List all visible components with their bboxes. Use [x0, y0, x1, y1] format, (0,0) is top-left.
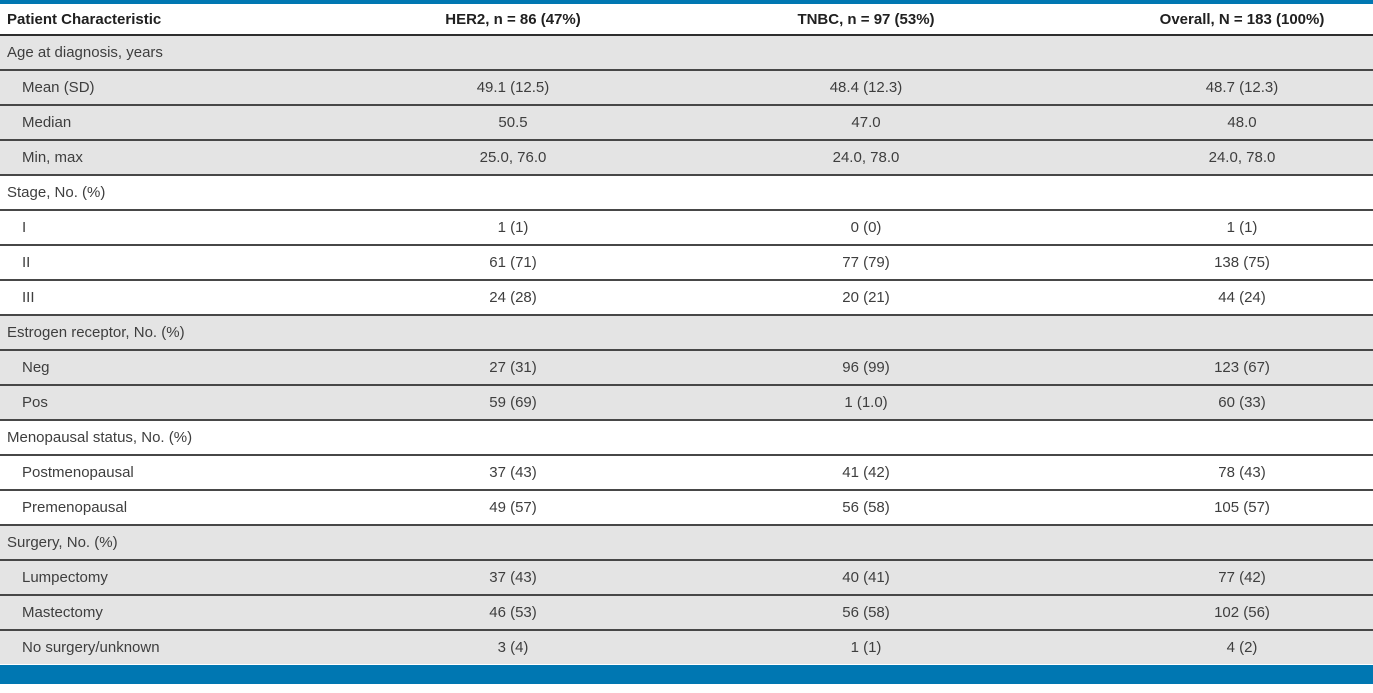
cell-tnbc: 77 (79): [842, 254, 890, 271]
table-row-no-surgery-unknown: No surgery/unknown 3 (4) 1 (1) 4 (2): [0, 630, 1373, 664]
cell-tnbc: 56 (58): [842, 499, 890, 516]
cell-overall: 77 (42): [1218, 569, 1266, 586]
cell-tnbc: 24.0, 78.0: [832, 149, 900, 166]
table-row-er-pos: Pos 59 (69) 1 (1.0) 60 (33): [0, 385, 1373, 420]
cell-tnbc: 56 (58): [842, 604, 890, 621]
row-label: Mean (SD): [22, 79, 95, 96]
col-header-tnbc: TNBC, n = 97 (53%): [621, 4, 1111, 36]
table-row-lumpectomy: Lumpectomy 37 (43) 40 (41) 77 (42): [0, 560, 1373, 595]
cell-tnbc: 48.4 (12.3): [829, 79, 903, 96]
cell-overall: 44 (24): [1218, 289, 1266, 306]
cell-her2: 49 (57): [489, 499, 537, 516]
cell-overall: 48.0: [1227, 114, 1257, 131]
col-header-overall: Overall, N = 183 (100%): [1111, 4, 1373, 36]
section-label: Age at diagnosis, years: [7, 44, 163, 61]
cell-her2: 37 (43): [489, 569, 537, 586]
patient-characteristics-table: Patient Characteristic HER2, n = 86 (47%…: [0, 4, 1373, 664]
section-label: Surgery, No. (%): [7, 534, 118, 551]
table-row-stage-3: III 24 (28) 20 (21) 44 (24): [0, 280, 1373, 315]
row-label: Premenopausal: [22, 499, 128, 516]
table-row-median: Median 50.5 47.0 48.0: [0, 105, 1373, 140]
cell-tnbc: 1 (1): [850, 639, 882, 656]
row-label: Lumpectomy: [22, 569, 108, 586]
cell-tnbc: 40 (41): [842, 569, 890, 586]
cell-tnbc: 47.0: [851, 114, 881, 131]
cell-overall: 105 (57): [1214, 499, 1270, 516]
row-label: No surgery/unknown: [22, 639, 160, 656]
row-label: I: [22, 219, 27, 236]
section-row-stage: Stage, No. (%): [0, 175, 1373, 210]
cell-her2: 61 (71): [489, 254, 537, 271]
row-label: Min, max: [22, 149, 83, 166]
cell-her2: 50.5: [498, 114, 528, 131]
cell-overall: 24.0, 78.0: [1208, 149, 1276, 166]
cell-her2: 1 (1): [497, 219, 529, 236]
cell-her2: 59 (69): [489, 394, 537, 411]
cell-her2: 24 (28): [489, 289, 537, 306]
cell-her2: 25.0, 76.0: [479, 149, 547, 166]
cell-overall: 60 (33): [1218, 394, 1266, 411]
cell-overall: 1 (1): [1226, 219, 1258, 236]
bottom-accent-bar: [0, 665, 1373, 684]
section-label: Stage, No. (%): [7, 184, 106, 201]
section-label: Estrogen receptor, No. (%): [7, 324, 185, 341]
cell-her2: 46 (53): [489, 604, 537, 621]
table-row-premenopausal: Premenopausal 49 (57) 56 (58) 105 (57): [0, 490, 1373, 525]
cell-overall: 123 (67): [1214, 359, 1270, 376]
cell-her2: 3 (4): [497, 639, 529, 656]
cell-her2: 49.1 (12.5): [476, 79, 550, 96]
cell-her2: 37 (43): [489, 464, 537, 481]
cell-overall: 4 (2): [1226, 639, 1258, 656]
row-label: III: [22, 289, 35, 306]
section-row-menopausal-status: Menopausal status, No. (%): [0, 420, 1373, 455]
cell-overall: 48.7 (12.3): [1205, 79, 1279, 96]
row-label: Neg: [22, 359, 50, 376]
cell-overall: 138 (75): [1214, 254, 1270, 271]
row-label: Postmenopausal: [22, 464, 134, 481]
col-header-her2: HER2, n = 86 (47%): [405, 4, 621, 36]
section-row-estrogen-receptor: Estrogen receptor, No. (%): [0, 315, 1373, 350]
table-row-mastectomy: Mastectomy 46 (53) 56 (58) 102 (56): [0, 595, 1373, 630]
cell-tnbc: 20 (21): [842, 289, 890, 306]
table-row-postmenopausal: Postmenopausal 37 (43) 41 (42) 78 (43): [0, 455, 1373, 490]
cell-tnbc: 96 (99): [842, 359, 890, 376]
cell-overall: 102 (56): [1214, 604, 1270, 621]
row-label: Median: [22, 114, 72, 131]
table-row-mean-sd: Mean (SD) 49.1 (12.5) 48.4 (12.3) 48.7 (…: [0, 70, 1373, 105]
top-accent-bar: [0, 0, 1373, 4]
table-row-er-neg: Neg 27 (31) 96 (99) 123 (67): [0, 350, 1373, 385]
section-label: Menopausal status, No. (%): [7, 429, 193, 446]
row-label: Pos: [22, 394, 48, 411]
table-header-row: Patient Characteristic HER2, n = 86 (47%…: [0, 4, 1373, 36]
col-header-patient-characteristic: Patient Characteristic: [0, 4, 405, 36]
cell-tnbc: 41 (42): [842, 464, 890, 481]
row-label: Mastectomy: [22, 604, 103, 621]
table-row-stage-2: II 61 (71) 77 (79) 138 (75): [0, 245, 1373, 280]
cell-tnbc: 1 (1.0): [844, 394, 888, 411]
row-label: II: [22, 254, 31, 271]
cell-tnbc: 0 (0): [850, 219, 882, 236]
cell-overall: 78 (43): [1218, 464, 1266, 481]
table-row-min-max: Min, max 25.0, 76.0 24.0, 78.0 24.0, 78.…: [0, 140, 1373, 175]
section-row-age: Age at diagnosis, years: [0, 35, 1373, 70]
section-row-surgery: Surgery, No. (%): [0, 525, 1373, 560]
cell-her2: 27 (31): [489, 359, 537, 376]
table-row-stage-1: I 1 (1) 0 (0) 1 (1): [0, 210, 1373, 245]
